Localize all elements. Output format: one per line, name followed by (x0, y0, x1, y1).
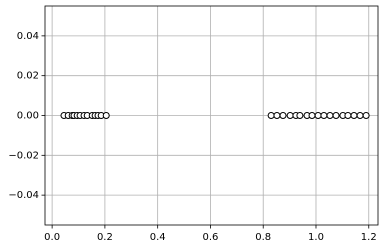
point (273, 112, 281, 119)
point (320, 112, 328, 119)
y-tick-label: −0.04 (8, 190, 39, 201)
x-tick-label: 1.2 (361, 232, 377, 243)
y-tick-label: 0.00 (17, 111, 39, 122)
point (350, 112, 358, 119)
point (308, 112, 316, 119)
x-tick-label: 0.2 (97, 232, 113, 243)
y-tick-label: 0.02 (17, 71, 39, 82)
x-tick-label: 0.4 (150, 232, 166, 243)
plot-frame (44, 5, 379, 226)
y-tick-label: 0.04 (17, 31, 39, 42)
point (102, 112, 110, 119)
x-tick-label: 0.0 (44, 232, 60, 243)
point (326, 112, 334, 119)
point (279, 112, 287, 119)
point (362, 112, 370, 119)
point (286, 112, 294, 119)
point (267, 112, 275, 119)
point (332, 112, 340, 119)
x-tick-label: 0.8 (255, 232, 271, 243)
point (344, 112, 352, 119)
x-tick-label: 1.0 (308, 232, 324, 243)
point (314, 112, 322, 119)
x-tick-label: 0.6 (202, 232, 218, 243)
point (356, 112, 364, 119)
point (296, 112, 304, 119)
y-tick-label: −0.02 (8, 150, 39, 161)
